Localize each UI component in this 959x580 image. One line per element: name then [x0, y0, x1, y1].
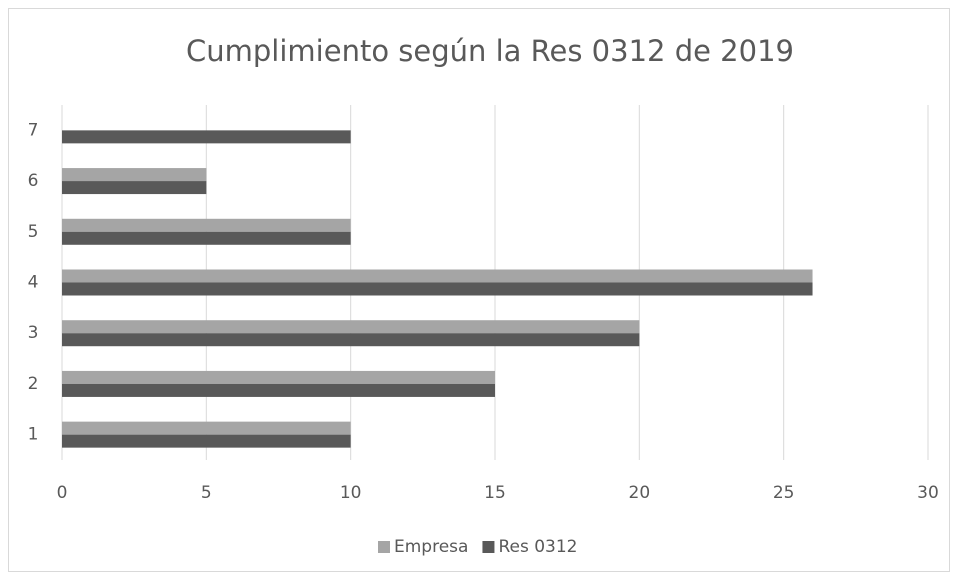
y-tick-label: 7 — [28, 120, 39, 140]
bar — [62, 269, 813, 283]
x-tick-label: 25 — [773, 483, 795, 503]
y-tick-label: 2 — [28, 374, 39, 394]
chart-title: Cumplimiento según la Res 0312 de 2019 — [186, 34, 794, 68]
bar — [62, 383, 495, 397]
x-tick-label: 15 — [484, 483, 506, 503]
bar — [62, 333, 640, 347]
bar — [62, 218, 351, 232]
y-tick-label: 4 — [28, 273, 39, 293]
legend-swatch — [378, 541, 390, 553]
y-tick-label: 6 — [28, 171, 39, 191]
y-tick-label: 3 — [28, 323, 39, 343]
bar — [62, 282, 813, 296]
bar — [62, 320, 640, 334]
x-tick-label: 30 — [917, 483, 939, 503]
y-tick-label: 1 — [28, 425, 39, 445]
x-tick-label: 10 — [340, 483, 362, 503]
bar — [62, 181, 207, 195]
x-tick-label: 20 — [629, 483, 651, 503]
legend-label: Empresa — [394, 537, 468, 557]
x-tick-label: 5 — [201, 483, 212, 503]
legend-swatch — [482, 541, 495, 553]
x-tick-label: 0 — [57, 483, 68, 503]
bar — [62, 130, 351, 144]
bar — [62, 370, 495, 384]
bar — [62, 434, 351, 448]
y-tick-label: 5 — [28, 222, 39, 242]
legend-label: Res 0312 — [498, 537, 577, 557]
bar — [62, 421, 351, 435]
bar — [62, 168, 207, 182]
bar — [62, 231, 351, 245]
